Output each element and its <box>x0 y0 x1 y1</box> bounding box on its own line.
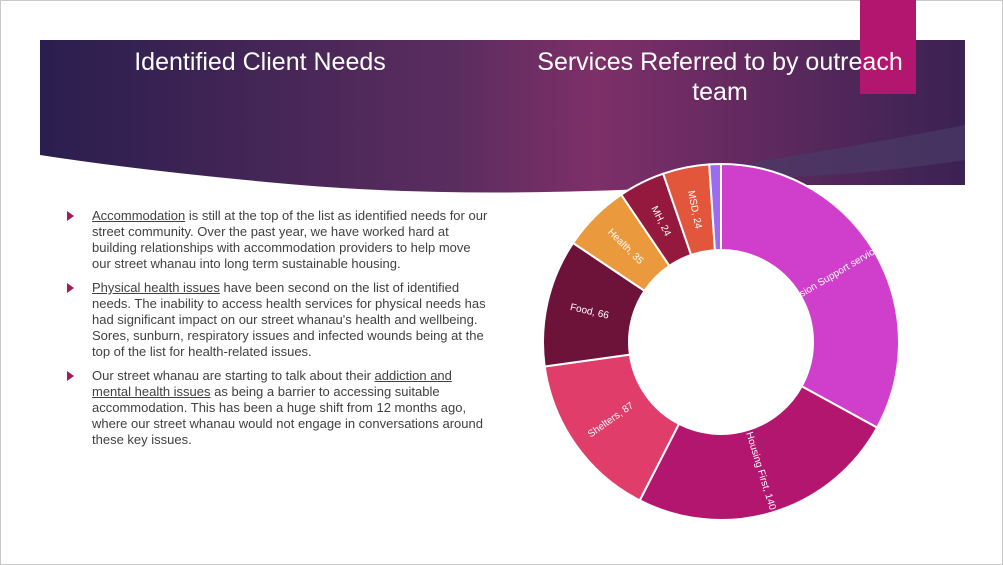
bullet-link-text: Physical health issues <box>92 280 220 295</box>
donut-slice-housing-first <box>638 384 879 521</box>
chart-title: Services Referred to by outreach team <box>537 48 903 106</box>
bullet-text: as being a barrier to accessing suitable… <box>92 384 483 447</box>
bullet-arrow-icon <box>67 283 74 293</box>
bullet-accommodation: Accommodation is still at the top of the… <box>62 208 492 272</box>
donut-chart: City Mission Support services , 188Housi… <box>542 162 908 521</box>
bullet-arrow-icon <box>67 211 74 221</box>
bullet-list: Accommodation is still at the top of the… <box>62 208 492 456</box>
bullet-link-text: addiction and mental health issues <box>92 368 452 399</box>
bullet-link-text: Accommodation <box>92 208 186 223</box>
bullet-text: is still at the top of the list as ident… <box>92 208 488 271</box>
accent-tab <box>860 0 916 94</box>
title-banner <box>40 40 965 193</box>
bullet-addiction: Our street whanau are starting to talk a… <box>62 368 492 448</box>
bullet-text: have been second on the list of identifi… <box>92 280 486 359</box>
bullet-text: Our street whanau are starting to talk a… <box>92 368 375 383</box>
bullet-physical-health: Physical health issues have been second … <box>62 280 492 360</box>
left-section-title: Identified Client Needs <box>134 48 386 76</box>
donut-slice-other <box>708 162 722 252</box>
donut-slice-city-mission-support-services <box>720 162 900 429</box>
bullet-arrow-icon <box>67 371 74 381</box>
